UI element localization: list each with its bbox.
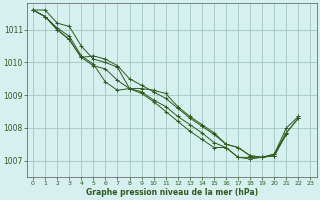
X-axis label: Graphe pression niveau de la mer (hPa): Graphe pression niveau de la mer (hPa) <box>86 188 258 197</box>
